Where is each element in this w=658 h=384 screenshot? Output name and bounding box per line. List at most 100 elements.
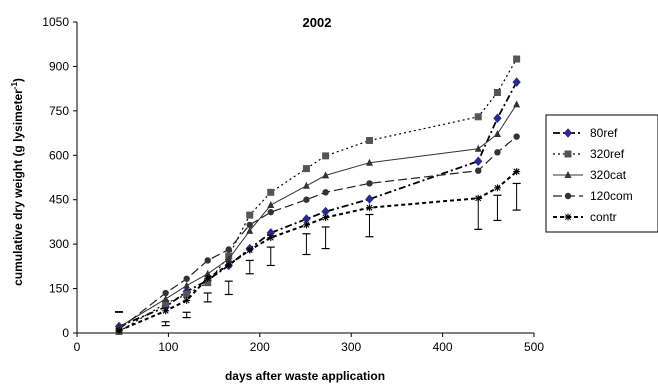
marker-square [302,165,310,173]
asterisk-stroke [267,234,274,241]
marker-triangle [183,281,191,289]
marker-circle [564,192,572,200]
asterisk-stroke [116,327,123,334]
y-tick-label: 750 [49,104,69,118]
asterisk-stroke [475,195,482,202]
error-bar [245,259,254,275]
y-tick-label: 600 [49,148,69,162]
error-bar [365,213,374,238]
asterisk-stroke [366,204,373,211]
series-line [118,104,518,328]
error-bar [474,197,483,230]
legend-item: contr [553,210,617,224]
legend-item: 320cat [553,168,627,182]
legend-item: 320ref [553,147,625,161]
x-tick-label: 400 [433,340,453,354]
marker-square [564,150,572,158]
marker-asterisk [267,234,275,242]
marker-diamond [563,128,573,138]
error-bar [224,280,233,296]
error-bar [512,182,521,211]
marker-circle [225,246,232,253]
marker-asterisk [115,327,123,335]
marker-triangle [493,129,501,137]
marker-asterisk [474,194,482,202]
marker-asterisk [493,184,501,192]
chart-title: 2002 [303,15,332,30]
marker-diamond [493,113,502,124]
marker-square [183,290,191,298]
y-ticks: 0 150 300 450 600 750 900 1050 [42,15,77,340]
marker-triangle [564,171,572,178]
y-axis-title: cumulative dry weight (g lysimeter-1) [10,78,25,286]
asterisk-stroke [494,184,501,191]
y-axis-title-suffix: ) [11,78,25,82]
marker-triangle [302,181,310,189]
y-tick-label: 0 [62,326,69,340]
marker-asterisk [162,307,170,315]
y-tick-label: 300 [49,237,69,251]
marker-asterisk [365,204,373,212]
error-bar [115,311,124,313]
legend-label: 120com [590,189,633,203]
marker-asterisk [246,246,254,254]
marker-diamond [365,194,374,204]
asterisk-stroke [303,221,310,228]
y-tick-label: 1050 [42,15,69,29]
series-320cat [115,100,521,331]
legend-label: 320cat [590,168,627,182]
legend-label: 320ref [590,147,625,161]
marker-diamond [512,77,521,87]
series-line [118,81,518,328]
error-bar [302,233,311,256]
series-line [118,170,518,332]
marker-asterisk [204,274,212,282]
marker-asterisk [225,261,233,269]
x-axis-title: days after waste application [225,369,385,383]
series-line [118,136,517,330]
marker-circle [494,149,501,156]
x-tick-label: 0 [74,340,81,354]
marker-triangle [267,201,275,209]
marker-triangle [204,269,212,277]
marker-square [246,211,254,219]
y-tick-label: 900 [49,59,69,73]
marker-asterisk [302,221,310,229]
asterisk-stroke [564,213,572,221]
legend-label: contr [590,210,617,224]
legend-item: 120com [553,189,633,203]
y-tick-label: 450 [49,193,69,207]
marker-square [204,279,212,287]
error-bars [115,182,521,327]
marker-circle [267,208,274,216]
error-bar [266,246,275,267]
x-ticks: 0 100 200 300 400 500 [74,333,544,354]
marker-triangle [365,158,373,166]
marker-triangle [162,294,170,302]
marker-circle [366,180,373,187]
marker-triangle [246,226,254,234]
marker-square [162,299,170,307]
marker-square [267,188,275,196]
marker-circle [322,189,329,196]
marker-diamond [474,156,483,166]
error-bar [493,194,502,222]
error-bar [321,226,330,250]
y-axis-title-main: cumulative dry weight (g lysimeter [11,89,25,286]
y-tick-label: 150 [49,282,69,296]
legend-box [545,114,658,233]
marker-circle [303,196,310,203]
marker-square [493,88,501,96]
asterisk-stroke [513,168,520,175]
series-120com [115,133,520,333]
marker-circle [183,275,190,282]
x-tick-label: 100 [158,340,178,354]
error-bar [161,321,170,327]
series-contr [115,168,521,335]
error-bar [182,311,191,319]
marker-triangle [474,144,482,152]
marker-triangle [225,254,233,262]
marker-triangle [322,171,330,179]
marker-asterisk [564,213,572,221]
marker-triangle [513,100,521,108]
